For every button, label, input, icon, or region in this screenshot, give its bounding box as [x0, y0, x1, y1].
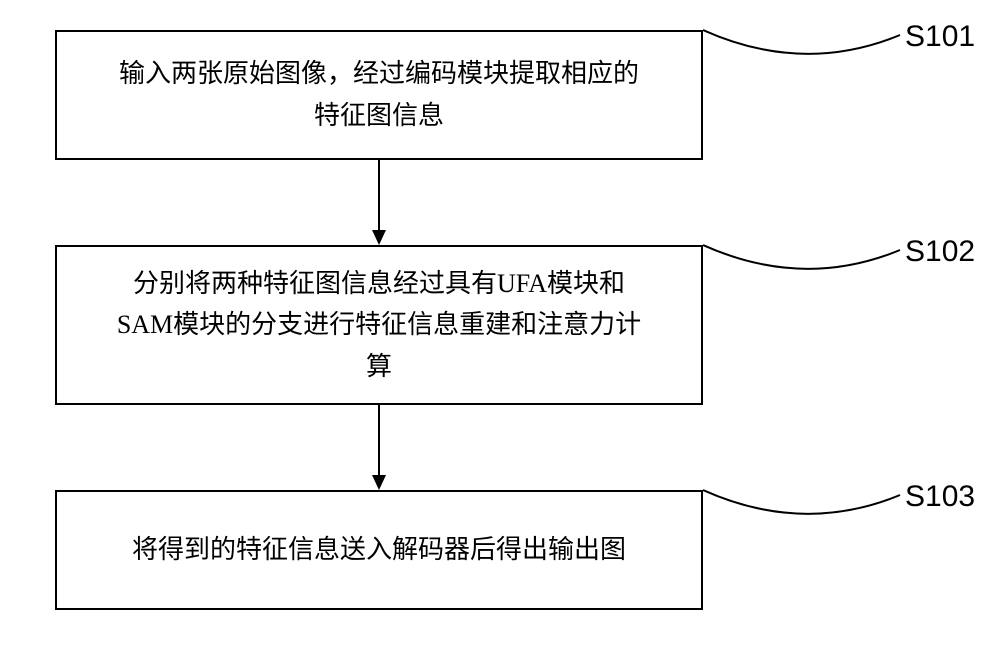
leader-s103 [703, 480, 903, 535]
step-text-s102: 分别将两种特征图信息经过具有UFA模块和SAM模块的分支进行特征信息重建和注意力… [117, 263, 641, 388]
step-text-s101: 输入两张原始图像，经过编码模块提取相应的特征图信息 [119, 53, 639, 136]
step-text-s103: 将得到的特征信息送入解码器后得出输出图 [132, 529, 626, 571]
step-label-s103: S103 [905, 480, 975, 514]
step-box-s103: 将得到的特征信息送入解码器后得出输出图 [55, 490, 703, 610]
arrow-s101-s102 [369, 160, 389, 245]
step-box-s101: 输入两张原始图像，经过编码模块提取相应的特征图信息 [55, 30, 703, 160]
flowchart-canvas: 输入两张原始图像，经过编码模块提取相应的特征图信息 分别将两种特征图信息经过具有… [0, 0, 1000, 652]
step-label-s102: S102 [905, 235, 975, 269]
leader-s101 [703, 20, 903, 75]
step-box-s102: 分别将两种特征图信息经过具有UFA模块和SAM模块的分支进行特征信息重建和注意力… [55, 245, 703, 405]
step-label-s101: S101 [905, 20, 975, 54]
arrow-s102-s103 [369, 405, 389, 490]
leader-s102 [703, 235, 903, 290]
